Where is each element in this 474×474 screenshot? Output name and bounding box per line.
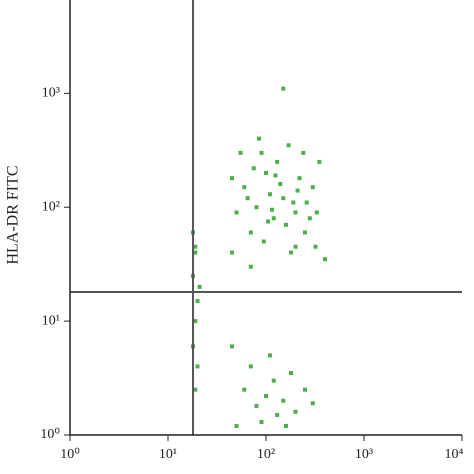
point (242, 185, 247, 190)
point (289, 371, 294, 376)
point (297, 176, 302, 181)
point (275, 412, 280, 417)
point (317, 159, 322, 164)
point (268, 192, 273, 197)
point (301, 150, 306, 155)
point (310, 185, 315, 190)
point (271, 216, 276, 221)
y-tick-label: 10¹ (42, 313, 60, 328)
point (278, 181, 283, 186)
point (284, 423, 289, 428)
point (293, 210, 298, 215)
point (257, 136, 262, 141)
point (286, 143, 291, 148)
point (310, 401, 315, 406)
y-tick-label: 10⁰ (40, 427, 60, 442)
point (323, 257, 328, 262)
point (234, 423, 239, 428)
x-tick-label: 10⁴ (445, 447, 464, 462)
point (273, 173, 278, 178)
y-axis-label: HLA-DR FITC (5, 165, 22, 264)
point (275, 159, 280, 164)
point (254, 205, 259, 210)
point (289, 250, 294, 255)
x-tick-label: 10¹ (159, 447, 177, 462)
point (281, 196, 286, 201)
point (293, 409, 298, 414)
point (230, 250, 235, 255)
point (307, 216, 312, 221)
point (313, 244, 318, 249)
point (251, 166, 256, 171)
point (193, 387, 198, 392)
point (268, 353, 273, 358)
point (266, 219, 271, 224)
x-tick-label: 10⁰ (60, 447, 80, 462)
point (264, 170, 268, 175)
point (193, 319, 198, 324)
point (304, 200, 309, 205)
point (291, 200, 296, 205)
point (259, 150, 264, 155)
point (238, 150, 243, 155)
point (195, 364, 200, 369)
point (248, 264, 253, 269)
point (271, 378, 276, 383)
point (234, 210, 239, 215)
point (245, 196, 250, 201)
point (314, 210, 319, 215)
point (295, 188, 300, 193)
point (302, 387, 307, 392)
x-tick-label: 10³ (355, 447, 373, 462)
point (259, 420, 264, 425)
point (195, 299, 200, 304)
point (197, 284, 202, 289)
point (193, 250, 198, 255)
point (242, 387, 247, 392)
point (254, 403, 259, 408)
y-tick-label: 10² (42, 199, 60, 214)
point (230, 344, 235, 349)
point (248, 230, 253, 235)
x-tick-label: 10² (257, 447, 275, 462)
point (302, 230, 307, 235)
point (248, 364, 253, 369)
point (281, 86, 286, 91)
point (281, 398, 286, 403)
point (269, 207, 274, 212)
point (284, 222, 289, 227)
point (261, 239, 266, 244)
point (264, 394, 268, 399)
point (293, 244, 298, 249)
point (230, 176, 235, 181)
y-tick-label: 10³ (42, 86, 60, 101)
point (193, 244, 198, 249)
